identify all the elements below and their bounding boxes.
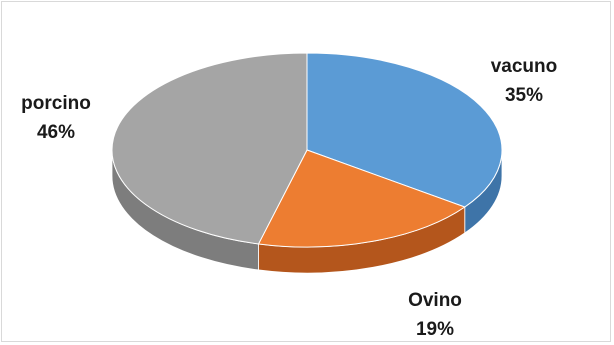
label-vacuno-pct: 35% [505, 85, 543, 106]
pie-slice-vacuno [306, 52, 503, 208]
pie-labels: vacuno 35% Ovino 19% porcino 46% [21, 56, 557, 340]
pie-slice-porcino [111, 52, 308, 245]
label-ovino-pct: 19% [416, 319, 454, 340]
label-porcino-pct: 46% [37, 122, 75, 143]
label-porcino-name: porcino [21, 93, 91, 114]
pie-slice-ovino [257, 149, 466, 248]
label-ovino-name: Ovino [408, 290, 462, 311]
label-vacuno-name: vacuno [491, 56, 558, 77]
pie-tops [111, 52, 503, 248]
